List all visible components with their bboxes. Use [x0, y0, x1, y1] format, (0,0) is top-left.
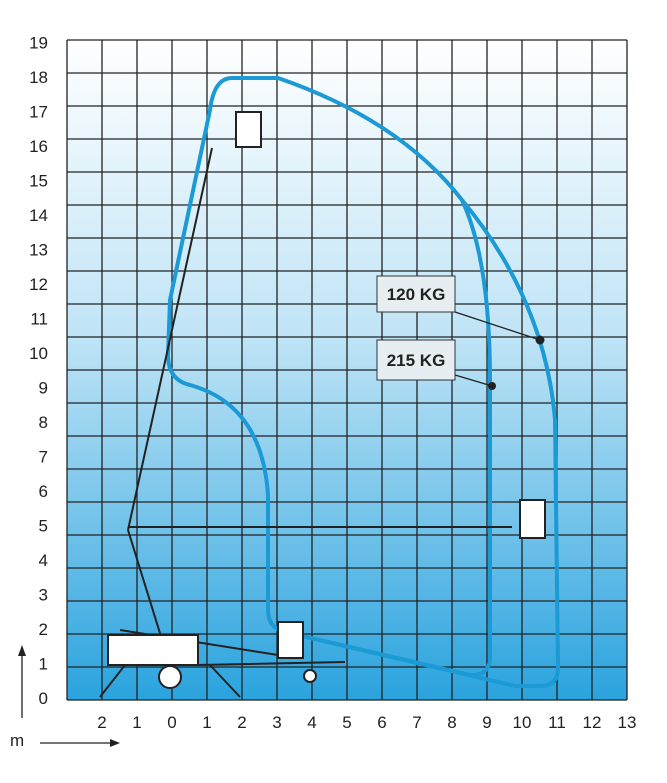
- envelope-120kg: [165, 76, 561, 688]
- y-tick-label: 16: [29, 137, 48, 156]
- y-arrowhead: [18, 645, 26, 656]
- x-tick-label: 13: [618, 713, 637, 732]
- y-tick-label: 3: [39, 586, 48, 605]
- y-tick-label: 14: [29, 206, 48, 225]
- x-tick-label: 0: [167, 713, 176, 732]
- unit-label: m: [10, 731, 24, 750]
- y-tick-label: 8: [39, 413, 48, 432]
- load-label: 215 KG: [387, 351, 446, 370]
- x-tick-label: 7: [412, 713, 421, 732]
- y-tick-label: 5: [39, 517, 48, 536]
- envelope-215kg: [284, 199, 492, 678]
- x-tick-label: 11: [548, 713, 566, 732]
- leader-215: [454, 374, 493, 387]
- dot-215: [488, 382, 496, 390]
- x-tick-label: 3: [272, 713, 281, 732]
- x-arrowhead: [110, 739, 120, 747]
- machine: [99, 111, 546, 698]
- y-tick-label: 12: [29, 275, 48, 294]
- y-tick-label: 18: [29, 68, 48, 87]
- y-tick-label: 4: [39, 551, 48, 570]
- y-tick-label: 0: [39, 689, 48, 708]
- y-tick-label: 2: [39, 620, 48, 639]
- x-tick-label: 12: [583, 713, 602, 732]
- label-box: [376, 275, 456, 313]
- y-tick-label: 1: [39, 655, 48, 674]
- x-tick-label: 1: [132, 713, 141, 732]
- y-tick-label: 11: [30, 310, 48, 329]
- x-tick-label: 9: [482, 713, 491, 732]
- x-tick-label: 2: [97, 713, 106, 732]
- load-label: 120 KG: [387, 285, 446, 304]
- y-tick-label: 17: [29, 103, 48, 122]
- y-tick-label: 10: [29, 344, 48, 363]
- y-tick-label: 6: [39, 482, 48, 501]
- y-tick-label: 13: [29, 241, 48, 260]
- x-tick-label: 1: [202, 713, 211, 732]
- x-tick-label: 10: [513, 713, 532, 732]
- x-tick-label: 5: [342, 713, 351, 732]
- dot-120: [535, 335, 545, 345]
- x-tick-label: 6: [377, 713, 386, 732]
- y-tick-label: 15: [29, 172, 48, 191]
- x-tick-label: 2: [237, 713, 246, 732]
- y-tick-label: 19: [29, 34, 48, 53]
- leader-120: [454, 311, 541, 341]
- label-box: [376, 339, 456, 381]
- x-tick-label: 4: [307, 713, 316, 732]
- y-tick-label: 7: [39, 448, 48, 467]
- x-tick-label: 8: [447, 713, 456, 732]
- y-tick-label: 9: [39, 379, 48, 398]
